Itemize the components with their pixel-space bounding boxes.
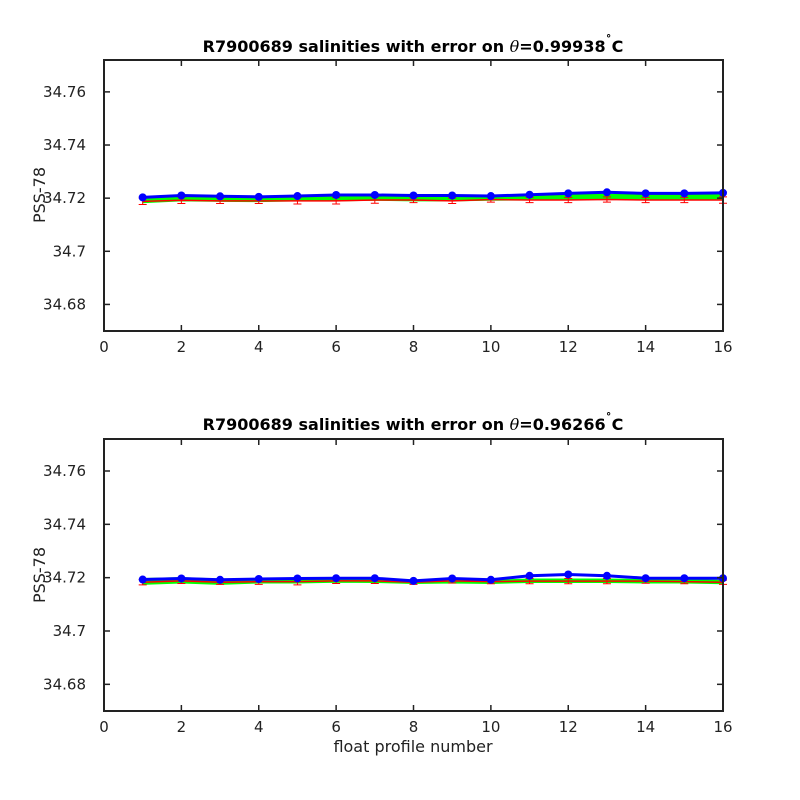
panel-top-mapped-line	[142, 198, 723, 203]
panel-bottom-float-line	[142, 572, 723, 583]
panel-top-data-point	[564, 189, 573, 198]
panel-bottom-data-point	[680, 574, 689, 583]
panel-bottom-data-point	[177, 574, 186, 583]
panel-top-ytick-label: 34.68	[43, 295, 86, 313]
panel-bottom-mapped-line	[142, 580, 724, 583]
panel-bottom-xtick-label: 10	[481, 718, 500, 736]
panel-top-data-point	[641, 189, 650, 198]
panel-top-title: R7900689 salinities with error on θ=0.99…	[203, 33, 624, 56]
panel-bottom-data-point	[525, 571, 534, 580]
panel-bottom-data-point	[370, 574, 379, 583]
panel-bottom: R7900689 salinities with error on θ=0.96…	[30, 411, 733, 736]
panel-top-data-point	[409, 191, 418, 200]
panel-bottom-ylabel: PSS-78	[30, 547, 49, 603]
panel-top-ytick-label: 34.74	[43, 136, 86, 154]
panel-top-error-bar	[602, 196, 611, 203]
panel-top-data-point	[525, 190, 534, 199]
panel-top-xtick-label: 4	[254, 338, 264, 356]
panel-bottom-data-point	[332, 574, 341, 583]
panel-bottom-data-point	[448, 574, 457, 583]
panel-top-data-point	[448, 191, 457, 200]
panel-top-xtick-label: 12	[559, 338, 578, 356]
panel-top-data-point	[254, 192, 263, 201]
figure-xlabel: float profile number	[333, 737, 493, 756]
panel-top-data-point	[370, 190, 379, 199]
panel-bottom-data-point	[138, 575, 147, 584]
panel-top-data-point	[332, 190, 341, 199]
panel-top-data-point	[216, 192, 225, 201]
panel-bottom-xtick-label: 2	[177, 718, 187, 736]
panel-top-data-point	[602, 188, 611, 197]
panel-top-ytick-label: 34.7	[53, 242, 86, 260]
panel-bottom-error-bar	[564, 577, 573, 585]
panel-top-ytick-label: 34.76	[43, 83, 86, 101]
panel-bottom-data-point	[564, 570, 573, 579]
panel-bottom-xtick-label: 14	[636, 718, 655, 736]
panel-top-ylabel: PSS-78	[30, 167, 49, 223]
panel-bottom-xtick-label: 16	[713, 718, 732, 736]
panel-top-data-point	[293, 192, 302, 201]
panel-top-xtick-label: 14	[636, 338, 655, 356]
panel-top-xtick-label: 8	[409, 338, 419, 356]
panel-bottom-data-point	[293, 574, 302, 583]
panel-bottom-data-point	[602, 571, 611, 580]
panel-bottom-data-point	[216, 575, 225, 584]
panel-top-xtick-label: 2	[177, 338, 187, 356]
panel-top-xtick-label: 0	[99, 338, 109, 356]
panel-top: R7900689 salinities with error on θ=0.99…	[30, 33, 733, 356]
panel-top-xtick-label: 6	[331, 338, 341, 356]
panel-bottom-ytick-label: 34.7	[53, 622, 86, 640]
panel-top-data-point	[177, 191, 186, 200]
panel-top-ytick-label: 34.72	[43, 189, 86, 207]
panel-bottom-data-point	[641, 574, 650, 583]
panel-top-plot: 0 2 4 6 8 10 12 14 16 34.68 34.7 34.72 34.74 34.76	[43, 59, 733, 356]
panel-bottom-ytick-label: 34.72	[43, 569, 86, 587]
panel-top-data-point	[138, 193, 147, 202]
panel-bottom-xtick-label: 4	[254, 718, 264, 736]
panel-top-data-point	[486, 192, 495, 201]
panel-bottom-data-point	[409, 576, 418, 585]
panel-top-data-point	[680, 189, 689, 198]
panel-top-float-line	[142, 190, 724, 199]
panel-bottom-data-point	[486, 575, 495, 584]
panel-bottom-xtick-label: 0	[99, 718, 109, 736]
panel-bottom-plot: 0 2 4 6 8 10 12 14 16 34.68 34.7 34.72 34.74 34.76	[43, 438, 733, 736]
panel-top-xtick-label: 16	[713, 338, 732, 356]
panel-bottom-ytick-label: 34.68	[43, 675, 86, 693]
panel-top-xtick-label: 10	[481, 338, 500, 356]
panel-bottom-title: R7900689 salinities with error on θ=0.96…	[203, 411, 624, 434]
panel-bottom-data-point	[254, 575, 263, 583]
panel-bottom-ytick-label: 34.74	[43, 515, 86, 533]
panel-bottom-ytick-label: 34.76	[43, 462, 86, 480]
panel-bottom-xtick-label: 6	[331, 718, 341, 736]
panel-bottom-xtick-label: 8	[409, 718, 419, 736]
panel-bottom-xtick-label: 12	[559, 718, 578, 736]
